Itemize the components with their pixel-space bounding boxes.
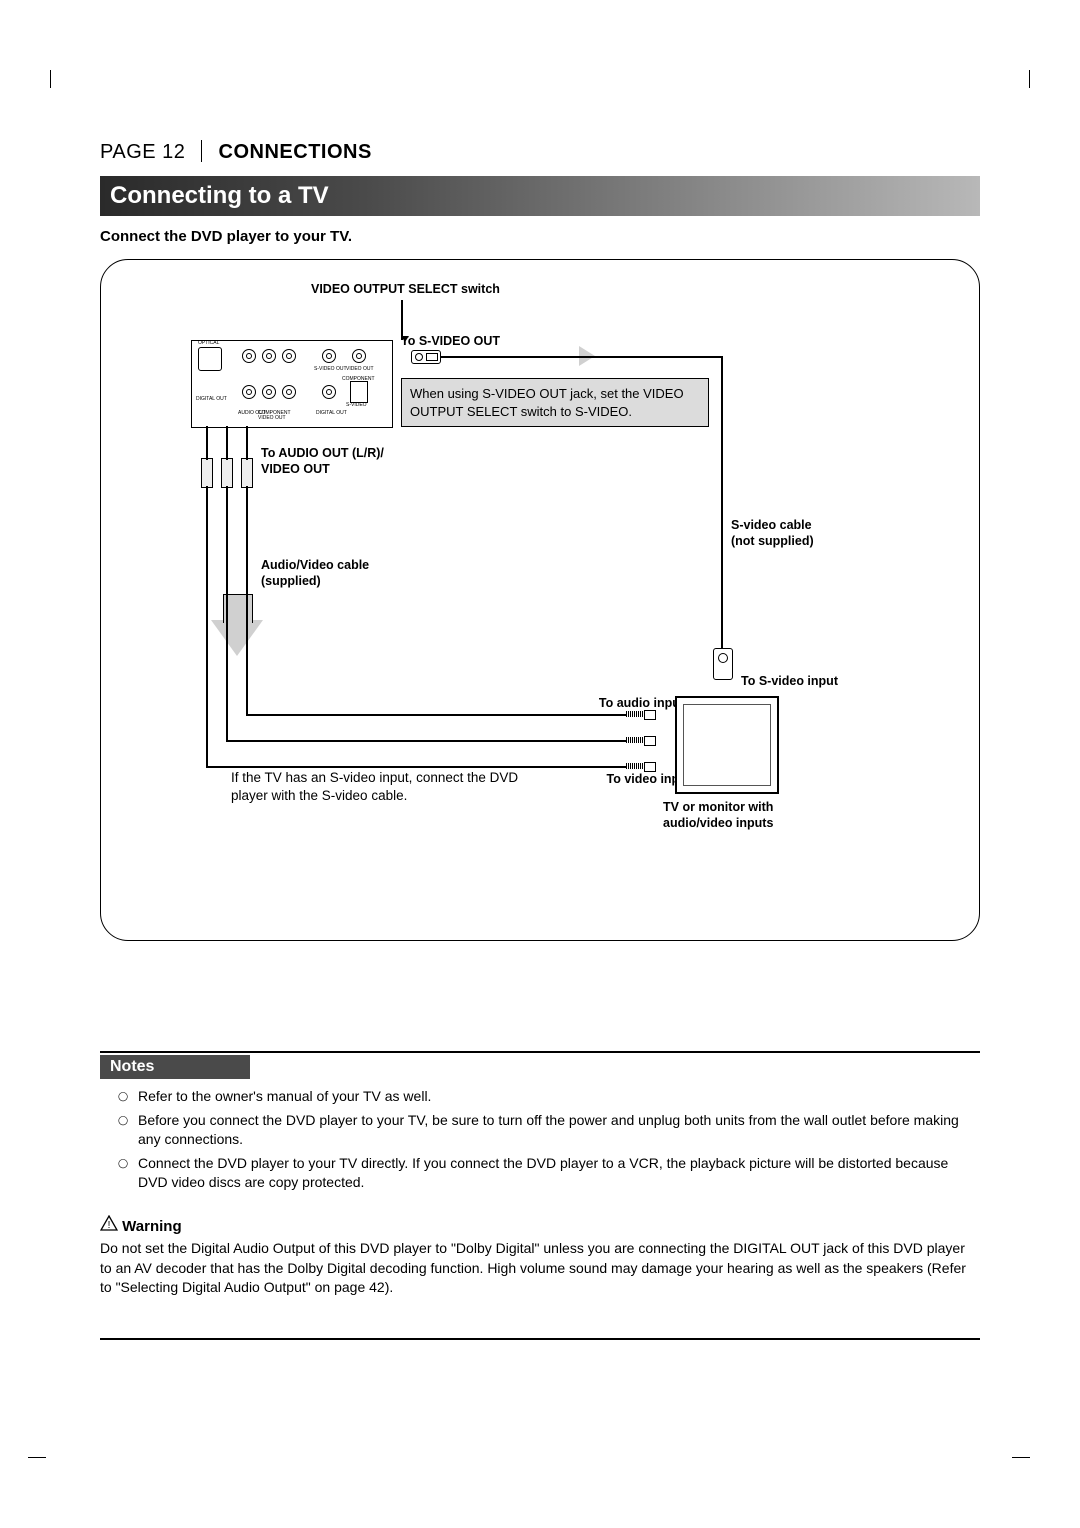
cable-line bbox=[721, 356, 723, 676]
lbl: audio/video inputs bbox=[663, 816, 773, 830]
manual-page: PAGE 12 CONNECTIONS Connecting to a TV C… bbox=[0, 0, 1080, 1528]
lbl: S-video cable bbox=[731, 518, 812, 532]
plug-icon bbox=[241, 458, 253, 488]
label-tv: TV or monitor with audio/video inputs bbox=[663, 800, 773, 831]
lbl: (supplied) bbox=[261, 574, 321, 588]
warning-text: Do not set the Digital Audio Output of t… bbox=[100, 1239, 980, 1298]
label-video-out: VIDEO OUT bbox=[346, 367, 374, 372]
rca-plug-icon bbox=[626, 736, 658, 744]
svideo-connector-icon bbox=[411, 350, 441, 364]
section-name: CONNECTIONS bbox=[219, 141, 372, 163]
label-av-cable: Audio/Video cable (supplied) bbox=[261, 558, 369, 589]
cable-line bbox=[226, 426, 228, 460]
cable-line bbox=[246, 714, 626, 716]
jack bbox=[322, 385, 336, 399]
lbl: (not supplied) bbox=[731, 534, 814, 548]
title-bar: Connecting to a TV bbox=[100, 176, 980, 216]
label-svideo-out: S-VIDEO OUT bbox=[314, 367, 347, 372]
label-to-audio-out: To AUDIO OUT (L/R)/ VIDEO OUT bbox=[261, 446, 384, 477]
jack bbox=[242, 349, 256, 363]
crop-mark bbox=[28, 1440, 46, 1458]
cable-line bbox=[206, 486, 208, 766]
label-to-audio-inputs: To audio inputs bbox=[571, 696, 691, 712]
lbl: VIDEO OUT bbox=[261, 462, 330, 476]
plug-icon bbox=[221, 458, 233, 488]
label-to-video-input: To video input bbox=[571, 772, 691, 788]
crop-mark bbox=[1012, 70, 1030, 88]
optical-jack bbox=[198, 347, 222, 371]
connection-diagram: OPTICAL DIGITAL OUT AUDIO OUT COMPONENT … bbox=[100, 259, 980, 941]
lbl: TV or monitor with bbox=[663, 800, 773, 814]
warning-icon: ! bbox=[100, 1215, 118, 1235]
header-divider bbox=[201, 140, 202, 162]
crop-mark bbox=[50, 70, 68, 88]
callout-text: When using S-VIDEO OUT jack, set the VID… bbox=[410, 386, 684, 419]
jack bbox=[352, 349, 366, 363]
cable-line bbox=[246, 486, 248, 714]
switch-label-2: S-VIDEO bbox=[346, 403, 367, 408]
label-coaxial: DIGITAL OUT bbox=[316, 411, 347, 416]
warning-label: Warning bbox=[122, 1218, 181, 1235]
svideo-tip-text: If the TV has an S-video input, connect … bbox=[231, 768, 531, 805]
notes-section: Notes Refer to the owner's manual of you… bbox=[100, 1051, 980, 1340]
notes-list: Refer to the owner's manual of your TV a… bbox=[100, 1087, 980, 1193]
cable-line bbox=[226, 740, 626, 742]
label-video-output-select: VIDEO OUTPUT SELECT switch bbox=[311, 282, 500, 298]
note-item: Before you connect the DVD player to you… bbox=[118, 1111, 980, 1150]
cable-line bbox=[206, 426, 208, 460]
note-item: Connect the DVD player to your TV direct… bbox=[118, 1154, 980, 1193]
switch-label-1: COMPONENT bbox=[342, 377, 375, 382]
note-item: Refer to the owner's manual of your TV a… bbox=[118, 1087, 980, 1107]
label-svideo-cable: S-video cable (not supplied) bbox=[731, 518, 814, 549]
page-header: PAGE 12 CONNECTIONS bbox=[100, 140, 980, 164]
jack bbox=[262, 385, 276, 399]
title-text: Connecting to a TV bbox=[110, 182, 329, 209]
label-to-svideo-input: To S-video input bbox=[741, 674, 838, 690]
lbl: Audio/Video cable bbox=[261, 558, 369, 572]
cable-line bbox=[246, 426, 248, 460]
select-switch bbox=[350, 381, 368, 403]
jack bbox=[242, 385, 256, 399]
label-optical: OPTICAL bbox=[198, 341, 219, 346]
label-to-svideo-out: To S-VIDEO OUT bbox=[401, 334, 500, 350]
page-number: PAGE 12 bbox=[100, 141, 185, 163]
crop-mark bbox=[1012, 1440, 1030, 1458]
lbl: To AUDIO OUT (L/R)/ bbox=[261, 446, 384, 460]
label-digital-out: DIGITAL OUT bbox=[196, 397, 227, 402]
notes-heading: Notes bbox=[100, 1055, 250, 1079]
jack bbox=[282, 385, 296, 399]
cable-line bbox=[226, 486, 228, 740]
jack bbox=[322, 349, 336, 363]
content-area: PAGE 12 CONNECTIONS Connecting to a TV C… bbox=[100, 140, 980, 1340]
plug-icon bbox=[201, 458, 213, 488]
footer-rule bbox=[100, 1338, 980, 1340]
jack bbox=[262, 349, 276, 363]
cable-line bbox=[441, 356, 721, 358]
svideo-callout: When using S-VIDEO OUT jack, set the VID… bbox=[401, 378, 709, 427]
rca-plug-icon bbox=[626, 762, 658, 770]
intro-text: Connect the DVD player to your TV. bbox=[100, 228, 980, 245]
label-component: COMPONENT VIDEO OUT bbox=[258, 411, 288, 421]
arrow-down-icon bbox=[211, 620, 263, 656]
jack bbox=[282, 349, 296, 363]
svideo-plug-icon bbox=[713, 648, 733, 680]
dvd-rear-panel: OPTICAL DIGITAL OUT AUDIO OUT COMPONENT … bbox=[191, 340, 393, 428]
rule bbox=[100, 1051, 980, 1053]
svg-text:!: ! bbox=[108, 1220, 111, 1231]
tv-icon bbox=[675, 696, 779, 794]
warning-heading: ! Warning bbox=[100, 1215, 980, 1235]
